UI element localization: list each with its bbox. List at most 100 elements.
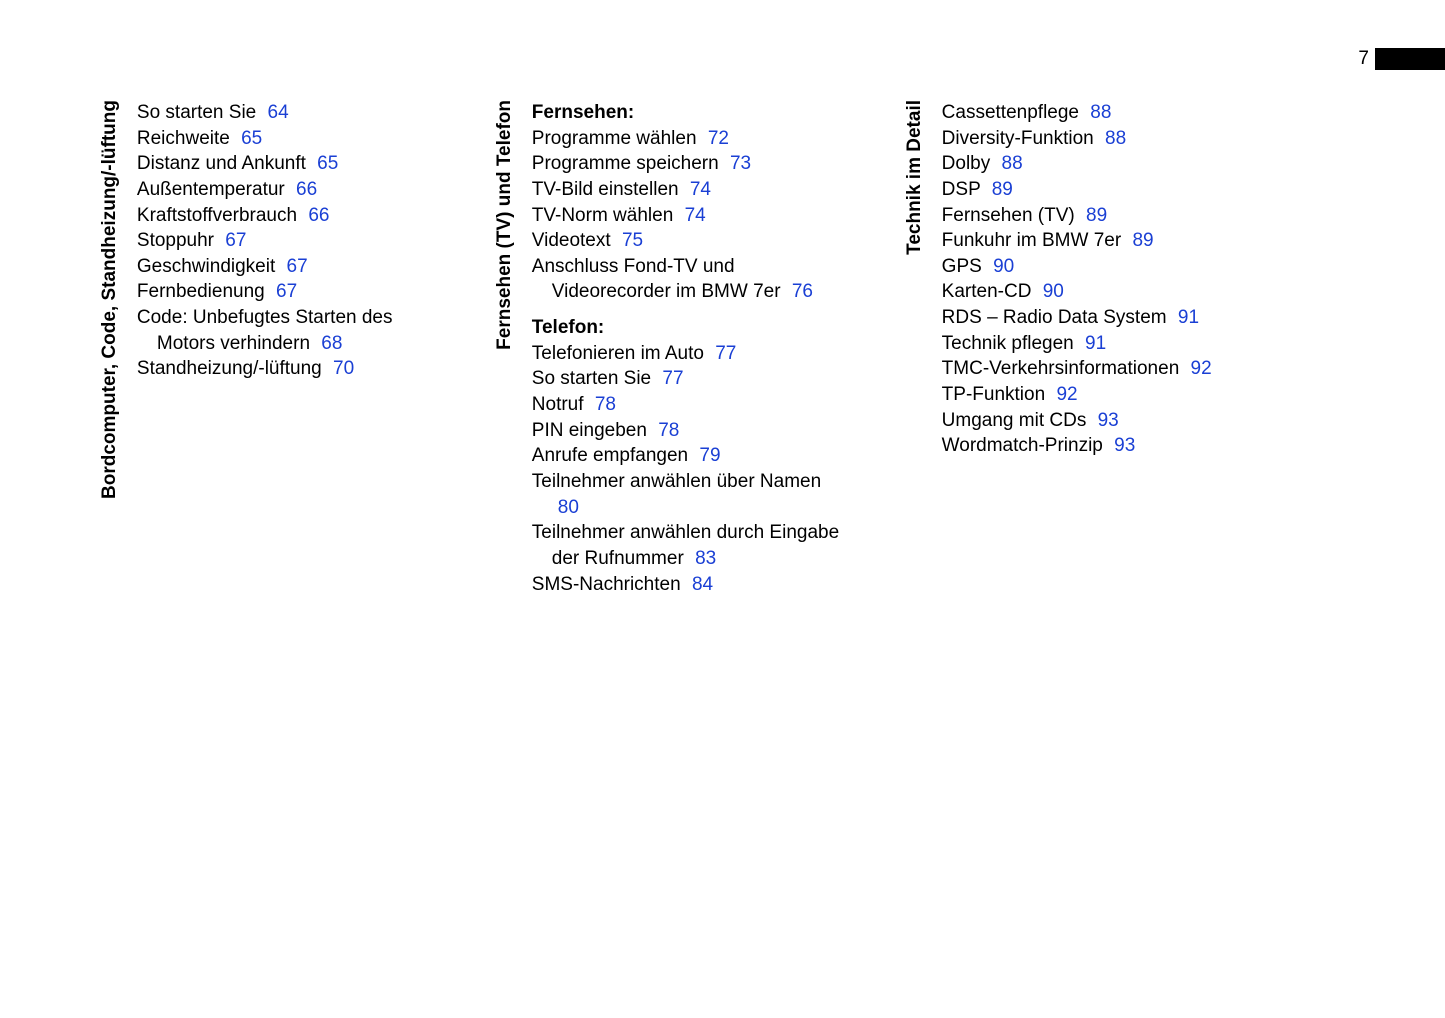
toc-entry[interactable]: Cassettenpflege 88 xyxy=(942,100,1262,126)
toc-entry[interactable]: DSP 89 xyxy=(942,177,1262,203)
toc-entry[interactable]: Außentemperatur 66 xyxy=(137,177,437,203)
toc-entry-page: 67 xyxy=(287,256,308,277)
entries-col-2: Fernsehen:Programme wählen 72Programme s… xyxy=(532,100,847,597)
toc-entry-text: DSP xyxy=(942,179,981,200)
toc-entry-text: Geschwindigkeit xyxy=(137,256,275,277)
toc-entry-text: SMS-Nachrichten xyxy=(532,574,681,595)
toc-entry-page: 93 xyxy=(1114,435,1135,456)
toc-entry[interactable]: Programme speichern 73 xyxy=(532,151,847,177)
toc-entry-text: Außentemperatur xyxy=(137,179,285,200)
toc-subheading: Fernsehen: xyxy=(532,100,847,126)
toc-entry[interactable]: Dolby 88 xyxy=(942,151,1262,177)
toc-entry[interactable]: Notruf 78 xyxy=(532,392,847,418)
toc-entry[interactable]: TV-Norm wählen 74 xyxy=(532,203,847,229)
toc-entry[interactable]: Reichweite 65 xyxy=(137,126,437,152)
toc-entry[interactable]: PIN eingeben 78 xyxy=(532,418,847,444)
toc-entry-page: 92 xyxy=(1191,358,1212,379)
entries-col-3: Cassettenpflege 88Diversity-Funktion 88D… xyxy=(942,100,1262,459)
toc-entry-text: TP-Funktion xyxy=(942,384,1045,405)
toc-entry[interactable]: Wordmatch-Prinzip 93 xyxy=(942,433,1262,459)
toc-entry[interactable]: Code: Unbefugtes Starten des Motors verh… xyxy=(137,305,437,356)
toc-entry-page: 92 xyxy=(1056,384,1077,405)
toc-entry[interactable]: GPS 90 xyxy=(942,254,1262,280)
toc-entry-text: Standheizung/-lüftung xyxy=(137,358,322,379)
toc-entry[interactable]: Anschluss Fond-TV und Videorecorder im B… xyxy=(532,254,847,305)
toc-entry-text: Kraftstoffverbrauch xyxy=(137,205,297,226)
toc-entry-page: 88 xyxy=(1002,153,1023,174)
toc-entry-text: Fernsehen (TV) xyxy=(942,205,1075,226)
entries-col-1: So starten Sie 64Reichweite 65Distanz un… xyxy=(137,100,437,382)
toc-entry[interactable]: Teilnehmer anwählen durch Eingabe der Ru… xyxy=(532,520,847,571)
toc-entry[interactable]: So starten Sie 64 xyxy=(137,100,437,126)
toc-entry[interactable]: Umgang mit CDs 93 xyxy=(942,408,1262,434)
toc-entry[interactable]: Standheizung/-lüftung 70 xyxy=(137,356,437,382)
toc-entry-page: 73 xyxy=(730,153,751,174)
toc-entry-page: 72 xyxy=(708,128,729,149)
toc-entry-page: 89 xyxy=(1086,205,1107,226)
toc-entry[interactable]: Karten-CD 90 xyxy=(942,279,1262,305)
toc-entry-text: Distanz und Ankunft xyxy=(137,153,306,174)
toc-entry-text: TMC-Verkehrsinformationen xyxy=(942,358,1180,379)
toc-entry-text: RDS – Radio Data System xyxy=(942,307,1167,328)
toc-entry-page: 89 xyxy=(992,179,1013,200)
toc-entry-page: 66 xyxy=(296,179,317,200)
toc-entry-page: 74 xyxy=(685,205,706,226)
toc-entry-page: 84 xyxy=(692,574,713,595)
toc-entry[interactable]: Telefonieren im Auto 77 xyxy=(532,341,847,367)
toc-entry[interactable]: Distanz und Ankunft 65 xyxy=(137,151,437,177)
toc-entry[interactable]: TMC-Verkehrsinformationen 92 xyxy=(942,356,1262,382)
toc-entry-page: 91 xyxy=(1178,307,1199,328)
toc-subheading: Telefon: xyxy=(532,315,847,341)
toc-entry[interactable]: Kraftstoffverbrauch 66 xyxy=(137,203,437,229)
toc-entry-page: 70 xyxy=(333,358,354,379)
toc-entry-text: Telefonieren im Auto xyxy=(532,343,704,364)
toc-entry[interactable]: RDS – Radio Data System 91 xyxy=(942,305,1262,331)
toc-entry-text: Karten-CD xyxy=(942,281,1032,302)
toc-entry[interactable]: Geschwindigkeit 67 xyxy=(137,254,437,280)
toc-entry[interactable]: Stoppuhr 67 xyxy=(137,228,437,254)
toc-entry-text: TV-Bild einstellen xyxy=(532,179,679,200)
toc-entry[interactable]: Diversity-Funktion 88 xyxy=(942,126,1262,152)
toc-entry[interactable]: TP-Funktion 92 xyxy=(942,382,1262,408)
toc-entry-text: So starten Sie xyxy=(532,368,651,389)
toc-entry-text: Teilnehmer anwählen durch Eingabe der Ru… xyxy=(532,522,839,569)
toc-entry-text: GPS xyxy=(942,256,982,277)
page-edge-tab xyxy=(1375,48,1445,70)
toc-entry[interactable]: Videotext 75 xyxy=(532,228,847,254)
toc-entry[interactable]: Funkuhr im BMW 7er 89 xyxy=(942,228,1262,254)
toc-entry-page: 88 xyxy=(1105,128,1126,149)
toc-entry-text: Anrufe empfangen xyxy=(532,445,688,466)
toc-column-1: Bordcomputer, Code, Standheizung/-lüftun… xyxy=(100,100,437,597)
toc-entry[interactable]: TV-Bild einstellen 74 xyxy=(532,177,847,203)
toc-entry[interactable]: Technik pflegen 91 xyxy=(942,331,1262,357)
toc-entry-text: Anschluss Fond-TV und Videorecorder im B… xyxy=(532,256,781,303)
toc-entry[interactable]: Programme wählen 72 xyxy=(532,126,847,152)
toc-entry-text: Notruf xyxy=(532,394,584,415)
toc-entry-text: Videotext xyxy=(532,230,611,251)
toc-entry-text: Teilnehmer anwählen über Namen xyxy=(532,471,821,492)
toc-entry-page: 67 xyxy=(276,281,297,302)
toc-entry[interactable]: So starten Sie 77 xyxy=(532,366,847,392)
toc-entry-page: 77 xyxy=(715,343,736,364)
toc-entry-text: Stoppuhr xyxy=(137,230,214,251)
toc-entry-page: 91 xyxy=(1085,333,1106,354)
toc-entry[interactable]: Anrufe empfangen 79 xyxy=(532,443,847,469)
toc-entry-page: 76 xyxy=(792,281,813,302)
toc-entry[interactable]: Fernsehen (TV) 89 xyxy=(942,203,1262,229)
toc-entry[interactable]: Fernbedienung 67 xyxy=(137,279,437,305)
toc-entry-page: 88 xyxy=(1090,102,1111,123)
toc-entry-page: 68 xyxy=(321,333,342,354)
toc-entry[interactable]: SMS-Nachrichten 84 xyxy=(532,572,847,598)
page-number-wrap: 7 xyxy=(1358,48,1445,70)
toc-entry-text: Fernbedienung xyxy=(137,281,265,302)
toc-column-3: Technik im Detail Cassettenpflege 88Dive… xyxy=(905,100,1262,597)
toc-entry-page: 78 xyxy=(595,394,616,415)
section-heading-1: Bordcomputer, Code, Standheizung/-lüftun… xyxy=(100,100,121,501)
toc-entry-page: 90 xyxy=(993,256,1014,277)
toc-entry[interactable]: Teilnehmer anwählen über Namen 80 xyxy=(532,469,847,520)
toc-entry-text: Wordmatch-Prinzip xyxy=(942,435,1103,456)
toc-entry-text: Funkuhr im BMW 7er xyxy=(942,230,1121,251)
page: 7 Bordcomputer, Code, Standheizung/-lüft… xyxy=(0,0,1445,1018)
toc-entry-text: Reichweite xyxy=(137,128,230,149)
toc-entry-page: 78 xyxy=(658,420,679,441)
